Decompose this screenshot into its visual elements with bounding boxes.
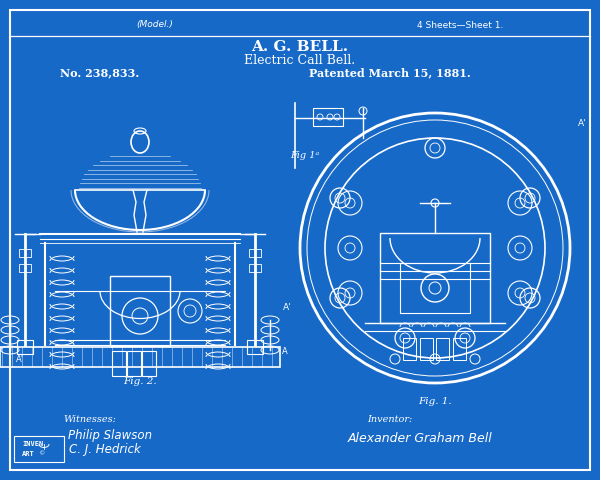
Text: Electric Call Bell.: Electric Call Bell. [244,53,356,67]
Text: C. J. Hedrick: C. J. Hedrick [69,444,141,456]
Bar [142,351,156,376]
Bar [19,249,31,257]
Text: A. G. BELL.: A. G. BELL. [251,40,349,54]
Bar [420,338,433,360]
Text: 4 Sheets—Sheet 1.: 4 Sheets—Sheet 1. [417,21,503,29]
Bar [453,338,466,360]
Text: ART: ART [22,451,35,457]
Text: Patented March 15, 1881.: Patented March 15, 1881. [309,68,471,79]
Bar [19,264,31,272]
Text: ©: © [38,452,44,456]
Bar [247,340,263,354]
Text: No. 238,833.: No. 238,833. [61,68,140,79]
Text: Inventor:: Inventor: [367,416,413,424]
Bar [249,264,261,272]
Bar [403,338,416,360]
Text: Fig. 2.: Fig. 2. [123,376,157,385]
Bar [0,347,280,367]
Text: INVEN: INVEN [22,441,43,447]
Bar [400,263,470,313]
Bar [436,338,449,360]
Bar [380,233,490,323]
Text: Philip Slawson: Philip Slawson [68,430,152,443]
Text: A': A' [578,119,587,128]
Bar [112,351,126,376]
Bar [14,436,64,462]
Bar [249,249,261,257]
Bar [127,351,141,376]
Text: (Model.): (Model.) [137,21,173,29]
Bar [110,276,170,346]
Text: Witnesses:: Witnesses: [64,416,116,424]
Text: Fig 1ᵃ: Fig 1ᵃ [290,151,319,159]
Text: A': A' [16,355,24,363]
Bar [17,340,33,354]
Text: Fig. 1.: Fig. 1. [418,396,452,406]
Text: A': A' [283,303,292,312]
Text: Alexander Graham Bell: Alexander Graham Bell [347,432,493,444]
Text: A: A [282,348,288,357]
Bar [313,108,343,126]
